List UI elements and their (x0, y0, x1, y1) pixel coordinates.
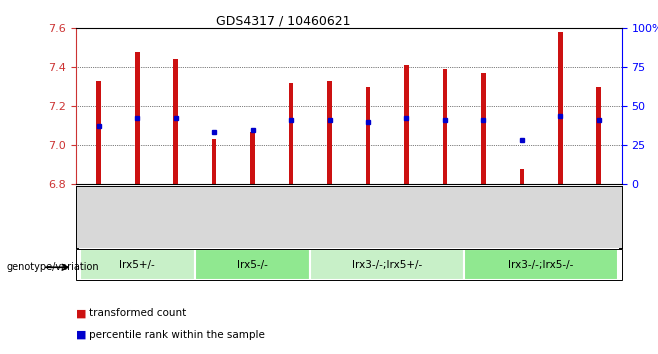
Text: ■: ■ (76, 330, 86, 339)
Text: genotype/variation: genotype/variation (7, 262, 99, 272)
Text: lrx3-/-;lrx5+/-: lrx3-/-;lrx5+/- (352, 259, 422, 270)
Bar (97, 81, 101, 184)
Bar (173, 59, 178, 184)
Bar (596, 87, 601, 184)
FancyBboxPatch shape (195, 250, 311, 280)
Bar (135, 52, 139, 184)
Bar (250, 132, 255, 184)
Bar (443, 69, 447, 184)
Text: transformed count: transformed count (89, 308, 186, 318)
Bar (404, 65, 409, 184)
Bar (558, 32, 563, 184)
Bar (366, 87, 370, 184)
Title: GDS4317 / 10460621: GDS4317 / 10460621 (216, 14, 351, 27)
FancyBboxPatch shape (311, 250, 464, 280)
Bar (289, 83, 293, 184)
Text: lrx5-/-: lrx5-/- (237, 259, 268, 270)
Bar (481, 73, 486, 184)
Bar (212, 139, 216, 184)
Text: ■: ■ (76, 308, 86, 318)
Bar (520, 169, 524, 184)
Bar (327, 81, 332, 184)
FancyBboxPatch shape (80, 250, 195, 280)
Text: lrx3-/-;lrx5-/-: lrx3-/-;lrx5-/- (509, 259, 574, 270)
Text: lrx5+/-: lrx5+/- (119, 259, 155, 270)
FancyBboxPatch shape (464, 250, 618, 280)
Text: percentile rank within the sample: percentile rank within the sample (89, 330, 265, 339)
